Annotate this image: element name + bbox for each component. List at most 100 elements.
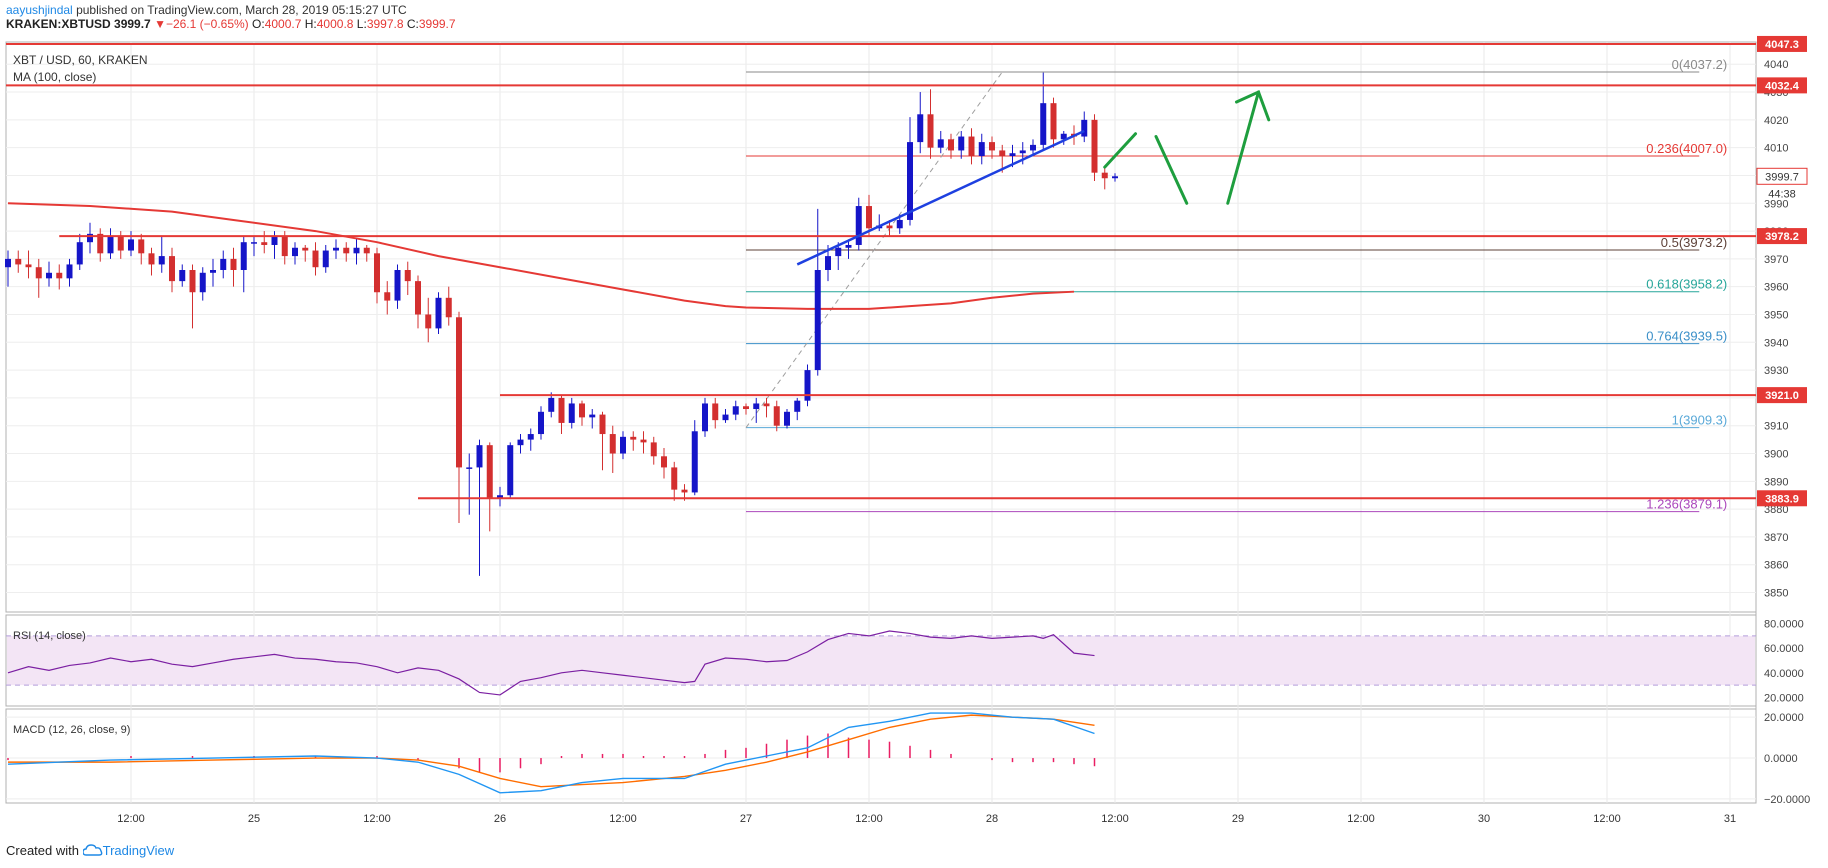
bull-candle: [702, 403, 708, 432]
rsi-pane[interactable]: [6, 630, 1756, 696]
bear-candle: [712, 403, 719, 421]
bull-candle: [5, 258, 11, 268]
x-tick-label: 25: [248, 813, 260, 825]
bear-candle: [630, 436, 637, 440]
y-tick-label: 3900: [1764, 449, 1788, 461]
projection-arrowhead: [1235, 90, 1271, 122]
x-tick-label: 27: [740, 813, 752, 825]
x-tick-label: 28: [986, 813, 998, 825]
macd-legend: MACD (12, 26, close, 9): [13, 724, 130, 736]
bull-candle: [937, 139, 944, 148]
bear-candle: [15, 258, 22, 265]
bull-candle: [1019, 150, 1026, 154]
fib-level-label: 0.618(3958.2): [1646, 277, 1727, 292]
tradingview-link[interactable]: TradingView: [102, 843, 175, 858]
pane-labels: XBT / USD, 60, KRAKEN MA (100, close) RS…: [13, 53, 148, 736]
bull-candle: [784, 411, 790, 426]
last-price: 3999.7: [114, 17, 151, 31]
bear-candle: [558, 397, 565, 423]
y-tick-label: 3970: [1764, 254, 1788, 266]
y-tick-label: 3870: [1764, 532, 1788, 544]
macd-line: [7, 712, 1095, 794]
price-level-tag-text: 3921.0: [1765, 390, 1799, 402]
bear-candle: [169, 256, 175, 282]
macd-tick-label: 20.0000: [1764, 712, 1804, 724]
y-tick-label: 3890: [1764, 476, 1788, 488]
rsi-tick-label: 60.0000: [1764, 643, 1804, 655]
x-tick-label: 29: [1232, 813, 1244, 825]
x-tick-label: 31: [1724, 813, 1736, 825]
bull-candle: [855, 206, 862, 245]
author-link[interactable]: aayushjindal: [6, 3, 73, 17]
fib-level-label: 1.236(3879.1): [1646, 497, 1727, 512]
bear-candle: [404, 270, 411, 282]
bear-candle: [56, 272, 63, 279]
bull-candle: [814, 270, 821, 371]
y-tick-label: 3930: [1764, 365, 1788, 377]
axes: 12:00 25 12:00 26 12:00 27 12:00 28 12:00 29 12:00…: [117, 35, 1810, 825]
price-pane[interactable]: 0(4037.2) 0.236(4007.0) 0.5(3973.2) 0.618(3…: [5, 42, 1756, 576]
projection-path-segment: [1103, 132, 1137, 169]
bull-candle: [845, 244, 852, 248]
y-tick-label: 3990: [1764, 198, 1788, 210]
bear-candle: [281, 236, 288, 257]
bar-countdown-text: 44:38: [1768, 188, 1796, 200]
created-with-text: Created with: [6, 843, 79, 858]
bull-candle: [1081, 119, 1088, 137]
bull-candle: [1112, 176, 1118, 179]
price-level-tag: [1757, 35, 1807, 52]
projection-path-segment: [1154, 135, 1189, 205]
macd-pane[interactable]: [6, 712, 1756, 800]
y-tick-label: 3960: [1764, 282, 1788, 294]
bear-candle: [189, 270, 196, 293]
down-arrow-icon: ▼: [154, 17, 166, 31]
y-tick-label: 3940: [1764, 337, 1788, 349]
rsi-tick-label: 80.0000: [1764, 619, 1804, 631]
bull-candle: [548, 397, 555, 412]
price-level-tag-text: 3883.9: [1765, 493, 1799, 505]
ma-legend: MA (100, close): [13, 70, 96, 84]
bear-candle: [445, 297, 452, 318]
publish-info: aayushjindal published on TradingView.co…: [6, 3, 456, 17]
bear-candle: [425, 314, 432, 329]
fib-level-label: 0.236(4007.0): [1646, 141, 1727, 156]
bear-candle: [117, 236, 124, 251]
price-level-tag: [1757, 77, 1807, 94]
bear-candle: [261, 242, 268, 245]
bull-candle: [732, 406, 739, 415]
bull-candle: [507, 445, 514, 496]
bull-candle: [568, 403, 575, 423]
publish-date: published on TradingView.com, March 28, …: [76, 3, 407, 17]
x-tick-label: 12:00: [117, 813, 145, 825]
high-label: H:: [304, 17, 317, 31]
macd-tick-label: 0.0000: [1764, 753, 1798, 765]
bear-candle: [671, 467, 678, 490]
bull-candle: [722, 414, 729, 421]
bull-candle: [466, 467, 473, 469]
price-level-tag: [1757, 228, 1807, 245]
bear-candle: [640, 439, 647, 443]
price-level-tag: [1757, 387, 1807, 404]
bear-candle: [230, 258, 237, 270]
bull-candle: [753, 403, 760, 410]
chart-frame: [5, 41, 1757, 804]
bull-candle: [87, 233, 93, 243]
bull-candle: [527, 434, 534, 440]
bull-candle: [251, 242, 257, 244]
x-tick-label: 12:00: [855, 813, 883, 825]
bear-candle: [1091, 119, 1098, 173]
bear-candle: [25, 264, 32, 268]
y-tick-label: 3860: [1764, 560, 1788, 572]
bull-candle: [1009, 153, 1016, 156]
y-tick-label: 3850: [1764, 588, 1788, 600]
x-tick-label: 12:00: [1101, 813, 1129, 825]
last-price-text: 3999.7: [1765, 171, 1799, 183]
bear-candle: [302, 247, 309, 251]
bear-candle: [138, 239, 145, 254]
bear-candle: [1050, 103, 1057, 140]
bull-candle: [66, 264, 73, 279]
bear-candle: [999, 150, 1006, 156]
bull-candle: [333, 247, 339, 251]
y-tick-label: 3910: [1764, 421, 1788, 433]
